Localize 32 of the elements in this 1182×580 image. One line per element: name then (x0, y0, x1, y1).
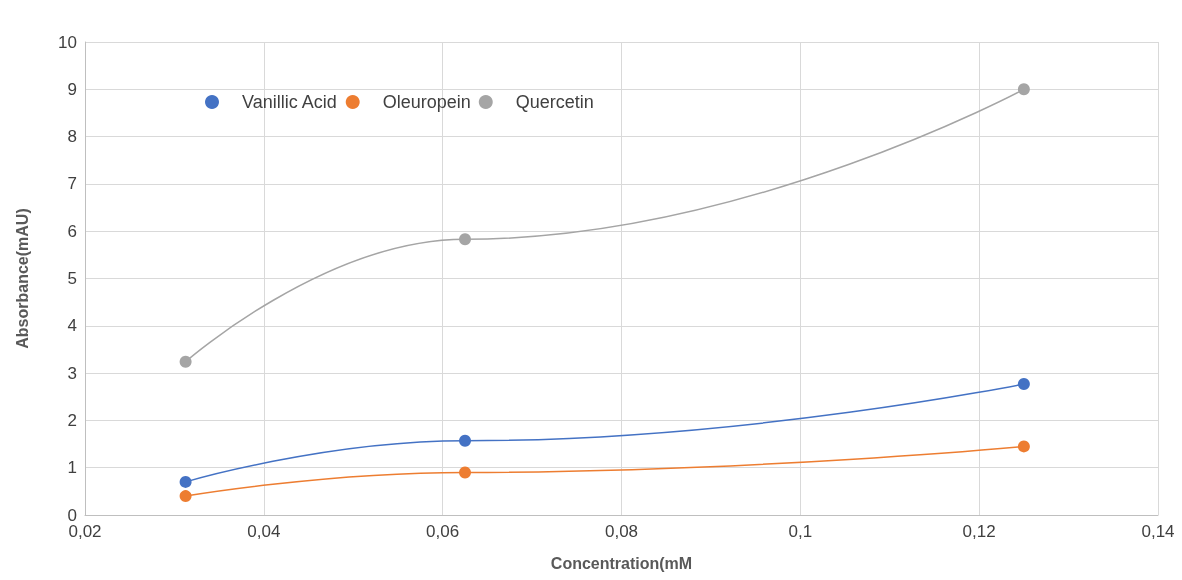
x-tick-label: 0,02 (68, 522, 102, 541)
point (459, 434, 472, 447)
y-tick-label: 8 (67, 127, 77, 147)
y-tick-label: 6 (67, 221, 77, 241)
legend-label: Quercetin (515, 92, 594, 112)
x-axis-title: Concentration(mM (550, 554, 693, 572)
y-tick-label: 0 (67, 505, 77, 525)
point (459, 466, 472, 479)
y-tick-label: 9 (67, 79, 77, 99)
y-tick-label: 5 (67, 269, 77, 288)
point (179, 355, 192, 368)
legend-label: Oleuropein (382, 92, 471, 112)
point (179, 490, 192, 503)
y-axis-title: Absorbance(mAU) (13, 208, 31, 349)
y-tick-label: 2 (67, 410, 77, 430)
y-tick-label: 3 (67, 363, 77, 383)
point (179, 475, 192, 488)
x-tick-label: 0,08 (604, 522, 639, 541)
x-tick-label: 0,12 (962, 522, 996, 541)
legend-label: Vanillic Acid (242, 92, 337, 112)
y-tick-label: 1 (67, 458, 77, 478)
y-tick-label: 10 (58, 32, 77, 52)
point (1017, 83, 1030, 96)
x-tick-label: 0,06 (426, 522, 460, 541)
point (1017, 440, 1030, 453)
y-tick-label: 4 (67, 316, 77, 336)
x-tick-label: 0,1 (788, 522, 813, 541)
x-tick-label: 0,04 (247, 522, 281, 541)
x-tick-label: 0,14 (1141, 522, 1175, 541)
y-tick-label: 7 (67, 174, 77, 194)
point (1017, 377, 1030, 390)
point (459, 233, 472, 246)
